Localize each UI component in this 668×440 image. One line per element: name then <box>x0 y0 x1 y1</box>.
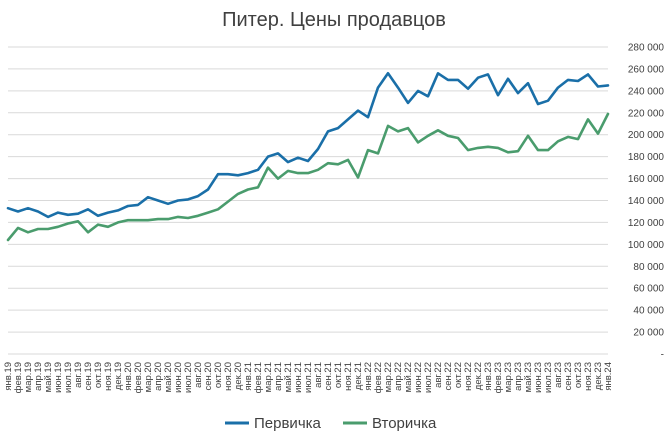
x-tick-label: авг.19 <box>73 362 84 388</box>
x-tick-label: май.23 <box>523 362 534 392</box>
x-tick-label: фев.19 <box>13 362 24 393</box>
x-tick-label: июн.19 <box>53 362 64 393</box>
x-tick-label: янв.22 <box>363 362 374 391</box>
y-tick-label: 40 000 <box>633 306 664 317</box>
x-tick-label: июн.22 <box>413 362 424 393</box>
x-tick-label: авг.23 <box>553 362 564 388</box>
x-tick-label: апр.22 <box>393 362 404 391</box>
series-line <box>6 112 610 242</box>
x-tick-label: июн.21 <box>293 362 304 393</box>
x-tick-label: дек.22 <box>473 362 484 390</box>
x-tick-label: май.20 <box>163 362 174 392</box>
x-tick-label: июл.21 <box>303 362 314 393</box>
x-tick-label: май.19 <box>43 362 54 392</box>
x-tick-label: янв.24 <box>603 362 614 391</box>
x-tick-label: авг.21 <box>313 362 324 388</box>
x-tick-label: апр.20 <box>153 362 164 391</box>
series-line <box>6 72 610 219</box>
x-tick-label: сен.20 <box>203 362 214 391</box>
x-tick-label: фев.21 <box>253 362 264 393</box>
x-tick-label: мар.23 <box>503 362 514 392</box>
x-tick-label: окт.22 <box>453 362 464 388</box>
x-tick-label: окт.23 <box>573 362 584 388</box>
chart-title: Питер. Цены продавцов <box>222 9 446 31</box>
y-tick-label: 120 000 <box>628 218 665 229</box>
legend-label: Вторичка <box>372 415 437 432</box>
x-tick-label: мар.21 <box>263 362 274 392</box>
x-tick-label: дек.19 <box>113 362 124 390</box>
x-tick-label: апр.19 <box>33 362 44 391</box>
y-tick-label: 200 000 <box>628 130 665 141</box>
y-tick-label: 60 000 <box>633 284 664 295</box>
x-tick-label: ноя.22 <box>463 362 474 391</box>
x-axis: янв.19 фев.19 мар.19 апр.19 май.19 июн.19 июл.… <box>3 362 614 393</box>
x-tick-label: янв.23 <box>483 362 494 391</box>
x-tick-label: фев.20 <box>133 362 144 393</box>
x-tick-label: июл.23 <box>543 362 554 393</box>
y-tick-label: 20 000 <box>633 328 664 339</box>
x-tick-label: авг.20 <box>193 362 204 388</box>
x-tick-label: ноя.19 <box>103 362 114 391</box>
x-tick-label: ноя.21 <box>343 362 354 391</box>
x-tick-label: май.21 <box>283 362 294 392</box>
y-tick-label: 180 000 <box>628 152 665 163</box>
x-tick-label: мар.22 <box>383 362 394 392</box>
x-tick-label: май.22 <box>403 362 414 392</box>
x-tick-label: мар.19 <box>23 362 34 392</box>
x-tick-label: авг.22 <box>433 362 444 388</box>
x-tick-label: янв.21 <box>243 362 254 391</box>
x-tick-label: сен.19 <box>83 362 94 391</box>
x-tick-label: сен.21 <box>323 362 334 391</box>
x-tick-label: апр.21 <box>273 362 284 391</box>
y-tick-label: - <box>661 350 664 361</box>
y-tick-label: 260 000 <box>628 64 665 75</box>
gridlines <box>8 46 608 355</box>
x-tick-label: дек.20 <box>233 362 244 390</box>
x-tick-label: дек.23 <box>593 362 604 390</box>
x-tick-label: мар.20 <box>143 362 154 392</box>
x-tick-label: ноя.20 <box>223 362 234 391</box>
legend-label: Первичка <box>254 415 322 432</box>
series-lines <box>6 72 610 242</box>
legend: Первичка Вторичка <box>225 415 437 432</box>
y-tick-label: 160 000 <box>628 174 665 185</box>
x-tick-label: фев.23 <box>493 362 504 393</box>
x-tick-label: сен.22 <box>443 362 454 391</box>
x-tick-label: дек.21 <box>353 362 364 390</box>
x-tick-label: июн.20 <box>173 362 184 393</box>
x-tick-label: янв.20 <box>123 362 134 391</box>
x-tick-label: фев.22 <box>373 362 384 393</box>
y-tick-label: 80 000 <box>633 262 664 273</box>
y-tick-label: 240 000 <box>628 86 665 97</box>
y-tick-label: 140 000 <box>628 196 665 207</box>
y-tick-label: 100 000 <box>628 240 665 251</box>
x-tick-label: ноя.23 <box>583 362 594 391</box>
x-tick-label: окт.20 <box>213 362 224 388</box>
x-tick-label: окт.19 <box>93 362 104 388</box>
x-tick-label: июл.20 <box>183 362 194 393</box>
y-tick-label: 280 000 <box>628 43 665 54</box>
x-tick-label: апр.23 <box>513 362 524 391</box>
x-tick-label: янв.19 <box>3 362 14 391</box>
x-tick-label: июн.23 <box>533 362 544 393</box>
x-tick-label: июл.22 <box>423 362 434 393</box>
x-tick-label: сен.23 <box>563 362 574 391</box>
y-axis: - 20 000 40 000 60 000 80 000 100 000 120 000 1… <box>628 43 665 361</box>
y-tick-label: 220 000 <box>628 108 665 119</box>
x-tick-label: июл.19 <box>63 362 74 393</box>
x-tick-label: окт.21 <box>333 362 344 388</box>
